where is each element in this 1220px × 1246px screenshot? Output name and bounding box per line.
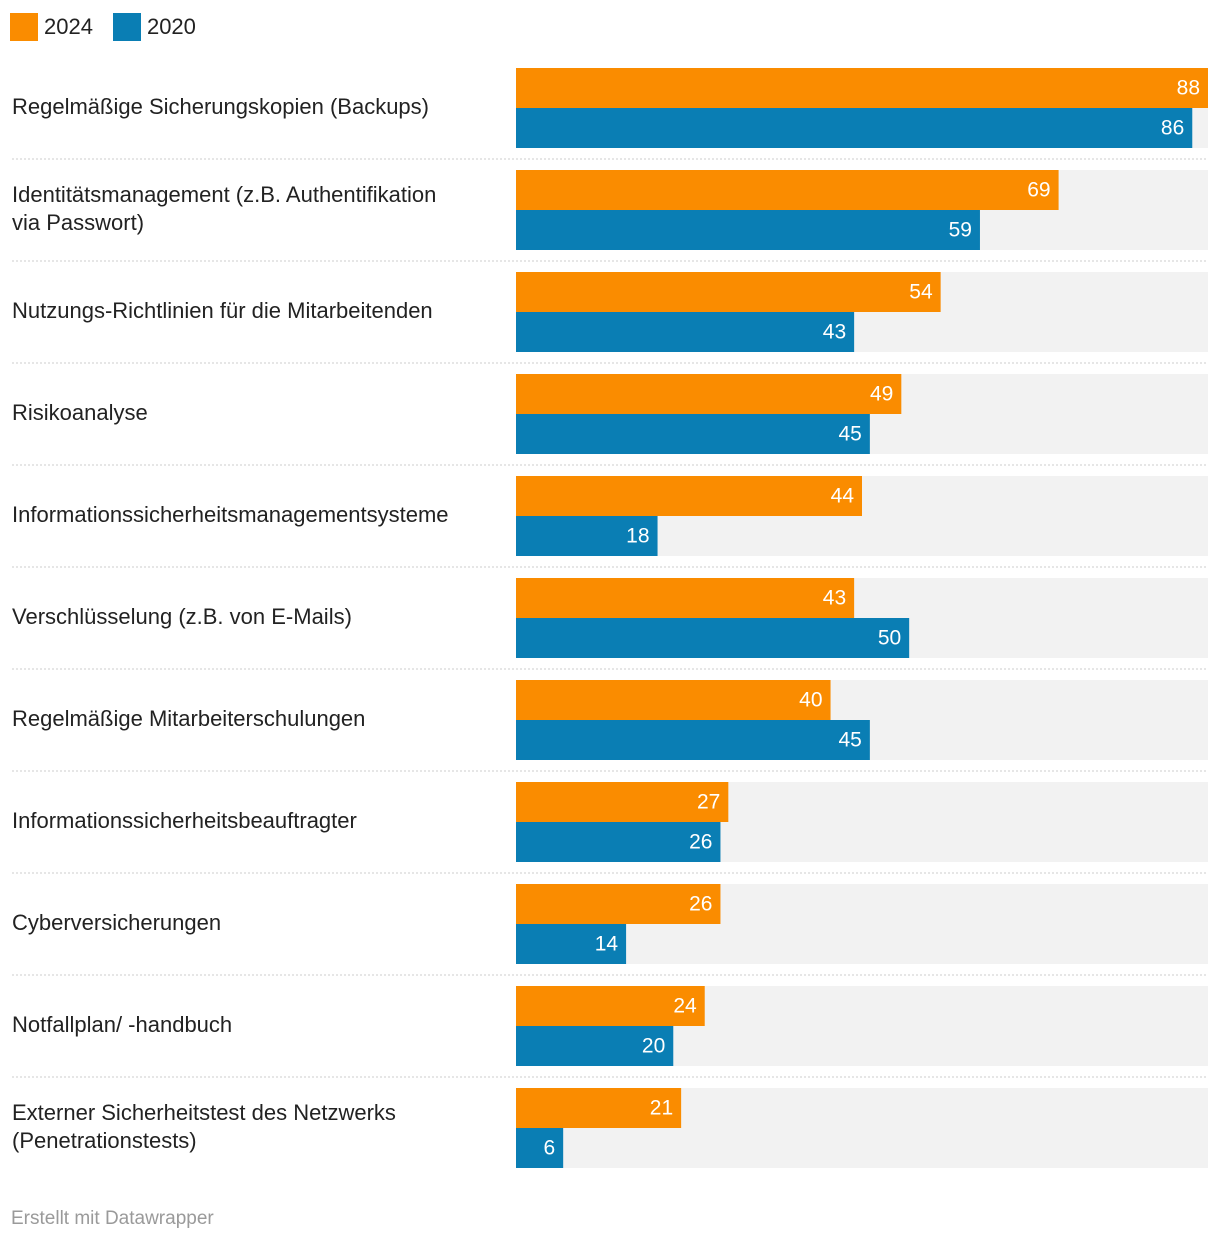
row-label: Nutzungs-Richtlinien für die Mitarbeiten… [12,298,433,323]
bar-chart: Regelmäßige Sicherungskopien (Backups) 88… [12,68,1208,1168]
bar-2024 [516,578,855,618]
bar-value-label-2020: 59 [949,219,972,242]
bar-2024 [516,68,1208,108]
bar-2024 [516,884,721,924]
bar-value-label-2024: 21 [650,1097,673,1120]
bar-2020 [516,1026,674,1066]
bar-2024 [516,1088,682,1128]
row-label: Informationssicherheitsmanagementsysteme [12,502,449,527]
bar-2024 [516,986,705,1026]
bar-value-label-2024: 24 [673,995,697,1018]
bar-2024 [516,272,941,312]
bar-2020 [516,210,980,250]
footer-credit: Erstellt mit Datawrapper [11,1208,214,1229]
bar-2020 [516,618,910,658]
bar-value-label-2020: 6 [543,1137,555,1160]
legend-label-2020: 2020 [146,14,196,39]
bar-value-label-2020: 26 [689,831,712,854]
legend-item-2024: 2024 [10,13,93,41]
bar-2024 [516,374,902,414]
row-label: Regelmäßige Mitarbeiterschulungen [12,706,365,731]
bar-value-label-2020: 45 [839,423,862,446]
row-label: Externer Sicherheitstest des Netzwerks [12,1100,396,1125]
bar-2020 [516,108,1193,148]
bar-value-label-2024: 54 [909,281,933,304]
row-label: via Passwort) [12,210,144,235]
row-label: Risikoanalyse [12,400,148,425]
bar-2024 [516,476,862,516]
bar-2024 [516,170,1059,210]
bar-value-label-2020: 45 [839,729,862,752]
bar-value-label-2020: 50 [878,627,901,650]
row-label: (Penetrationstests) [12,1128,197,1153]
bar-value-label-2020: 86 [1161,117,1184,140]
bar-value-label-2024: 44 [831,485,855,508]
legend-swatch-2020 [112,13,141,41]
bar-value-label-2024: 26 [689,893,712,916]
bar-2020 [516,414,870,454]
bar-value-label-2020: 43 [823,321,846,344]
bar-2020 [516,924,627,964]
bar-2020 [516,720,870,760]
bar-2024 [516,782,729,822]
legend: 2024 2020 [10,12,216,42]
row-label: Identitätsmanagement (z.B. Authentifikat… [12,182,436,207]
legend-item-2020: 2020 [112,13,196,41]
bar-2020 [516,312,855,352]
bar-2020 [516,1128,564,1168]
row-label: Regelmäßige Sicherungskopien (Backups) [12,94,429,119]
bar-2020 [516,822,721,862]
bar-2020 [516,516,658,556]
bar-value-label-2020: 20 [642,1035,665,1058]
bar-value-label-2024: 43 [823,587,846,610]
bar-value-label-2024: 88 [1177,77,1200,100]
bar-value-label-2020: 14 [595,933,619,956]
bar-2024 [516,680,831,720]
bar-value-label-2024: 40 [799,689,822,712]
bar-value-label-2020: 18 [626,525,649,548]
legend-label-2024: 2024 [44,14,93,39]
row-label: Informationssicherheitsbeauftragter [12,808,357,833]
legend-swatch-2024 [10,13,38,41]
row-label: Verschlüsselung (z.B. von E-Mails) [12,604,352,629]
row-label: Cyberversicherungen [12,910,221,935]
row-label: Notfallplan/ -handbuch [12,1012,232,1037]
bar-value-label-2024: 49 [870,383,893,406]
bar-value-label-2024: 69 [1027,179,1050,202]
bar-value-label-2024: 27 [697,791,720,814]
